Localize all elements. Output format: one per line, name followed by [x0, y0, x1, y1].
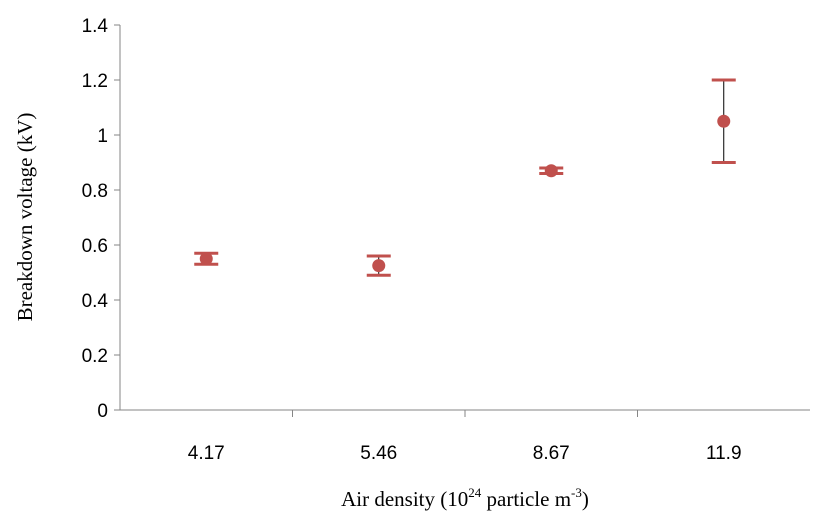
- y-tick-label: 0.8: [82, 181, 108, 202]
- y-tick-label: 1.4: [82, 16, 109, 37]
- y-tick-label: 1: [97, 126, 108, 147]
- x-tick-label: 4.17: [188, 443, 225, 464]
- y-axis-title: Breakdown voltage (kV): [13, 113, 37, 322]
- x-axis-title: Air density (1024 particle m-3): [341, 485, 589, 511]
- y-axis-ticks: 0 0.2 0.4 0.6 0.8 1 1.2 1.4: [82, 16, 120, 422]
- data-point: [544, 164, 558, 178]
- x-tick-label: 11.9: [706, 443, 742, 464]
- y-tick-label: 1.2: [82, 71, 108, 92]
- x-axis-title-part2: particle m: [481, 487, 571, 511]
- data-markers: [194, 78, 736, 277]
- x-axis-title-part1: Air density (10: [341, 487, 468, 511]
- x-axis-title-sup2: -3: [571, 485, 582, 500]
- y-tick-label: 0.2: [82, 346, 108, 367]
- data-point-group: [539, 164, 564, 178]
- data-point-group: [711, 78, 736, 164]
- x-axis-title-part3: ): [582, 487, 589, 511]
- data-point: [717, 114, 731, 128]
- x-axis-ticks: 4.17 5.46 8.67 11.9: [188, 410, 742, 464]
- data-point-group: [366, 254, 391, 277]
- y-tick-label: 0.6: [82, 236, 108, 257]
- data-point: [372, 259, 386, 273]
- y-tick-label: 0.4: [82, 291, 109, 312]
- x-axis-title-sup1: 24: [468, 485, 482, 500]
- x-tick-label: 5.46: [360, 443, 397, 464]
- data-point-group: [194, 251, 219, 266]
- y-tick-label: 0: [97, 401, 108, 422]
- x-tick-label: 8.67: [533, 443, 570, 464]
- data-point: [199, 252, 213, 266]
